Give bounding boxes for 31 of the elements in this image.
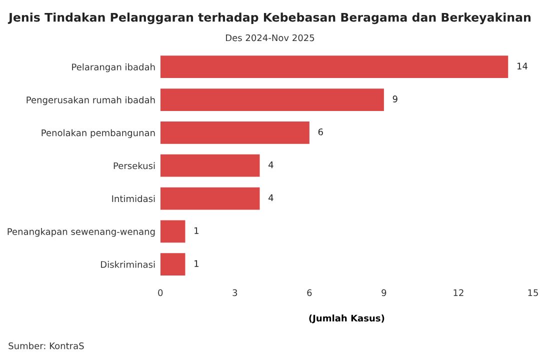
x-axis-title: (Jumlah Kasus) [309,314,384,324]
text: Sumber: KontraS [8,342,84,350]
x-tick-label: 9 [382,289,386,296]
data-label: 6 [318,128,323,136]
x-tick-label: 12 [454,289,464,296]
bar [160,154,260,177]
data-label: 14 [517,62,528,70]
chart-subtitle: Des 2024-Nov 2025 [226,34,314,42]
y-tick-label: Penangkapan sewenang-wenang [8,228,155,237]
y-tick-label: Diskriminasi [101,260,155,268]
bar [160,121,310,144]
x-tick-label: 0 [158,289,163,296]
bar [160,56,508,78]
data-label: 1 [194,260,198,267]
data-label: 4 [268,162,274,168]
bar [160,253,186,276]
y-tick-label: Intimidasi [112,195,155,202]
x-tick-label: 3 [232,289,238,296]
bar [160,187,260,210]
chart-title: Jenis Tindakan Pelanggaran terhadap Kebebasan Beragama dan Berkeyakinan [8,12,531,24]
y-tick-label: Pengerusakan rumah ibadah [26,96,155,106]
x-tick-label: 6 [307,289,312,296]
data-label: 1 [194,227,198,234]
bar [160,88,384,111]
y-tick-label: Penolakan pembangunan [42,129,155,138]
bar [160,220,186,243]
data-label: 9 [392,96,398,102]
y-tick-label: Persekusi [114,162,155,170]
x-tick-label: 15 [528,289,538,296]
y-tick-label: Pelarangan ibadah [72,63,155,72]
data-label: 4 [268,194,274,202]
